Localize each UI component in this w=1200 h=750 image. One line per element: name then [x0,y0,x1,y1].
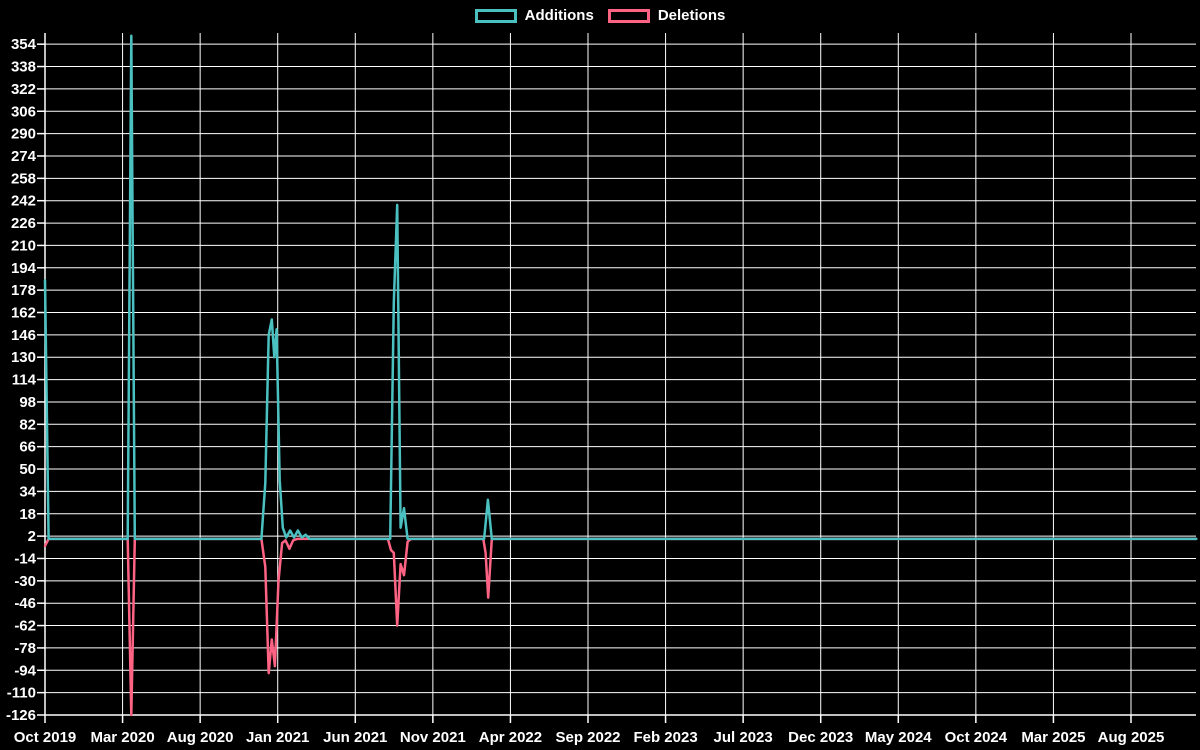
x-tick-label: Mar 2025 [1021,729,1085,746]
legend-label-deletions: Deletions [657,7,726,24]
y-tick-label: -78 [14,640,36,657]
y-tick-label: 194 [11,260,37,277]
y-tick-label: -46 [14,595,36,612]
x-tick-label: Jul 2023 [714,729,773,746]
y-tick-label: 178 [11,282,36,299]
legend-item-additions[interactable]: Additions [474,6,594,26]
x-tick-label: Aug 2025 [1098,729,1165,746]
y-tick-label: 114 [12,372,37,389]
x-tick-label: Aug 2020 [167,729,234,746]
x-tick-label: Apr 2022 [479,729,542,746]
y-tick-label: 338 [11,59,36,76]
x-tick-label: May 2024 [865,729,932,746]
x-tick-label: Nov 2021 [400,729,466,746]
x-tick-label: Sep 2022 [555,729,620,746]
y-tick-label: -62 [14,618,36,635]
y-tick-label: 130 [11,349,36,366]
y-tick-label: 82 [19,416,36,433]
y-tick-label: 50 [19,461,36,478]
x-tick-label: Oct 2019 [14,729,77,746]
legend-label-additions: Additions [524,7,594,24]
legend-item-deletions[interactable]: Deletions [607,6,726,26]
y-tick-label: 98 [19,394,36,411]
grid-lines [44,33,1196,716]
y-tick-label: 226 [11,215,36,232]
y-tick-label: 2 [28,528,36,545]
y-tick-label: 354 [11,36,37,53]
additions-swatch-icon [474,9,517,23]
y-tick-label: -110 [7,685,36,702]
y-tick-label: 306 [11,103,36,120]
y-tick-label: -14 [14,550,36,567]
y-tick-label: 274 [11,148,37,165]
y-tick-label: 322 [11,81,36,98]
deletions-swatch-icon [607,9,650,23]
y-tick-label: 290 [11,126,36,143]
y-axis-labels: 354 338 322 306 290 274 258 242 226 210 194 178 162 1… [6,36,37,724]
x-tick-label: Mar 2020 [90,729,154,746]
y-tick-label: 258 [11,170,36,187]
x-tick-label: Dec 2023 [788,729,853,746]
tick-marks [37,43,1132,723]
y-tick-label: 162 [11,305,36,322]
y-tick-label: -126 [6,707,36,724]
x-axis-labels: Oct 2019 Mar 2020 Aug 2020 Jan 2021 Jun 2021… [14,729,1165,746]
y-tick-label: -94 [14,662,36,679]
y-tick-label: 66 [19,439,36,456]
y-tick-label: -30 [14,573,36,590]
additions-line-series [43,34,1198,541]
x-tick-label: Oct 2024 [945,729,1008,746]
y-tick-label: 242 [11,193,36,210]
y-tick-label: 210 [11,237,36,254]
chart-legend: Additions Deletions [0,6,1200,26]
x-tick-label: Feb 2023 [633,729,697,746]
x-tick-label: Jun 2021 [323,729,387,746]
y-tick-label: 34 [19,483,36,500]
x-tick-label: Jan 2021 [246,729,309,746]
y-tick-label: 146 [11,327,36,344]
y-tick-label: 18 [19,506,36,523]
